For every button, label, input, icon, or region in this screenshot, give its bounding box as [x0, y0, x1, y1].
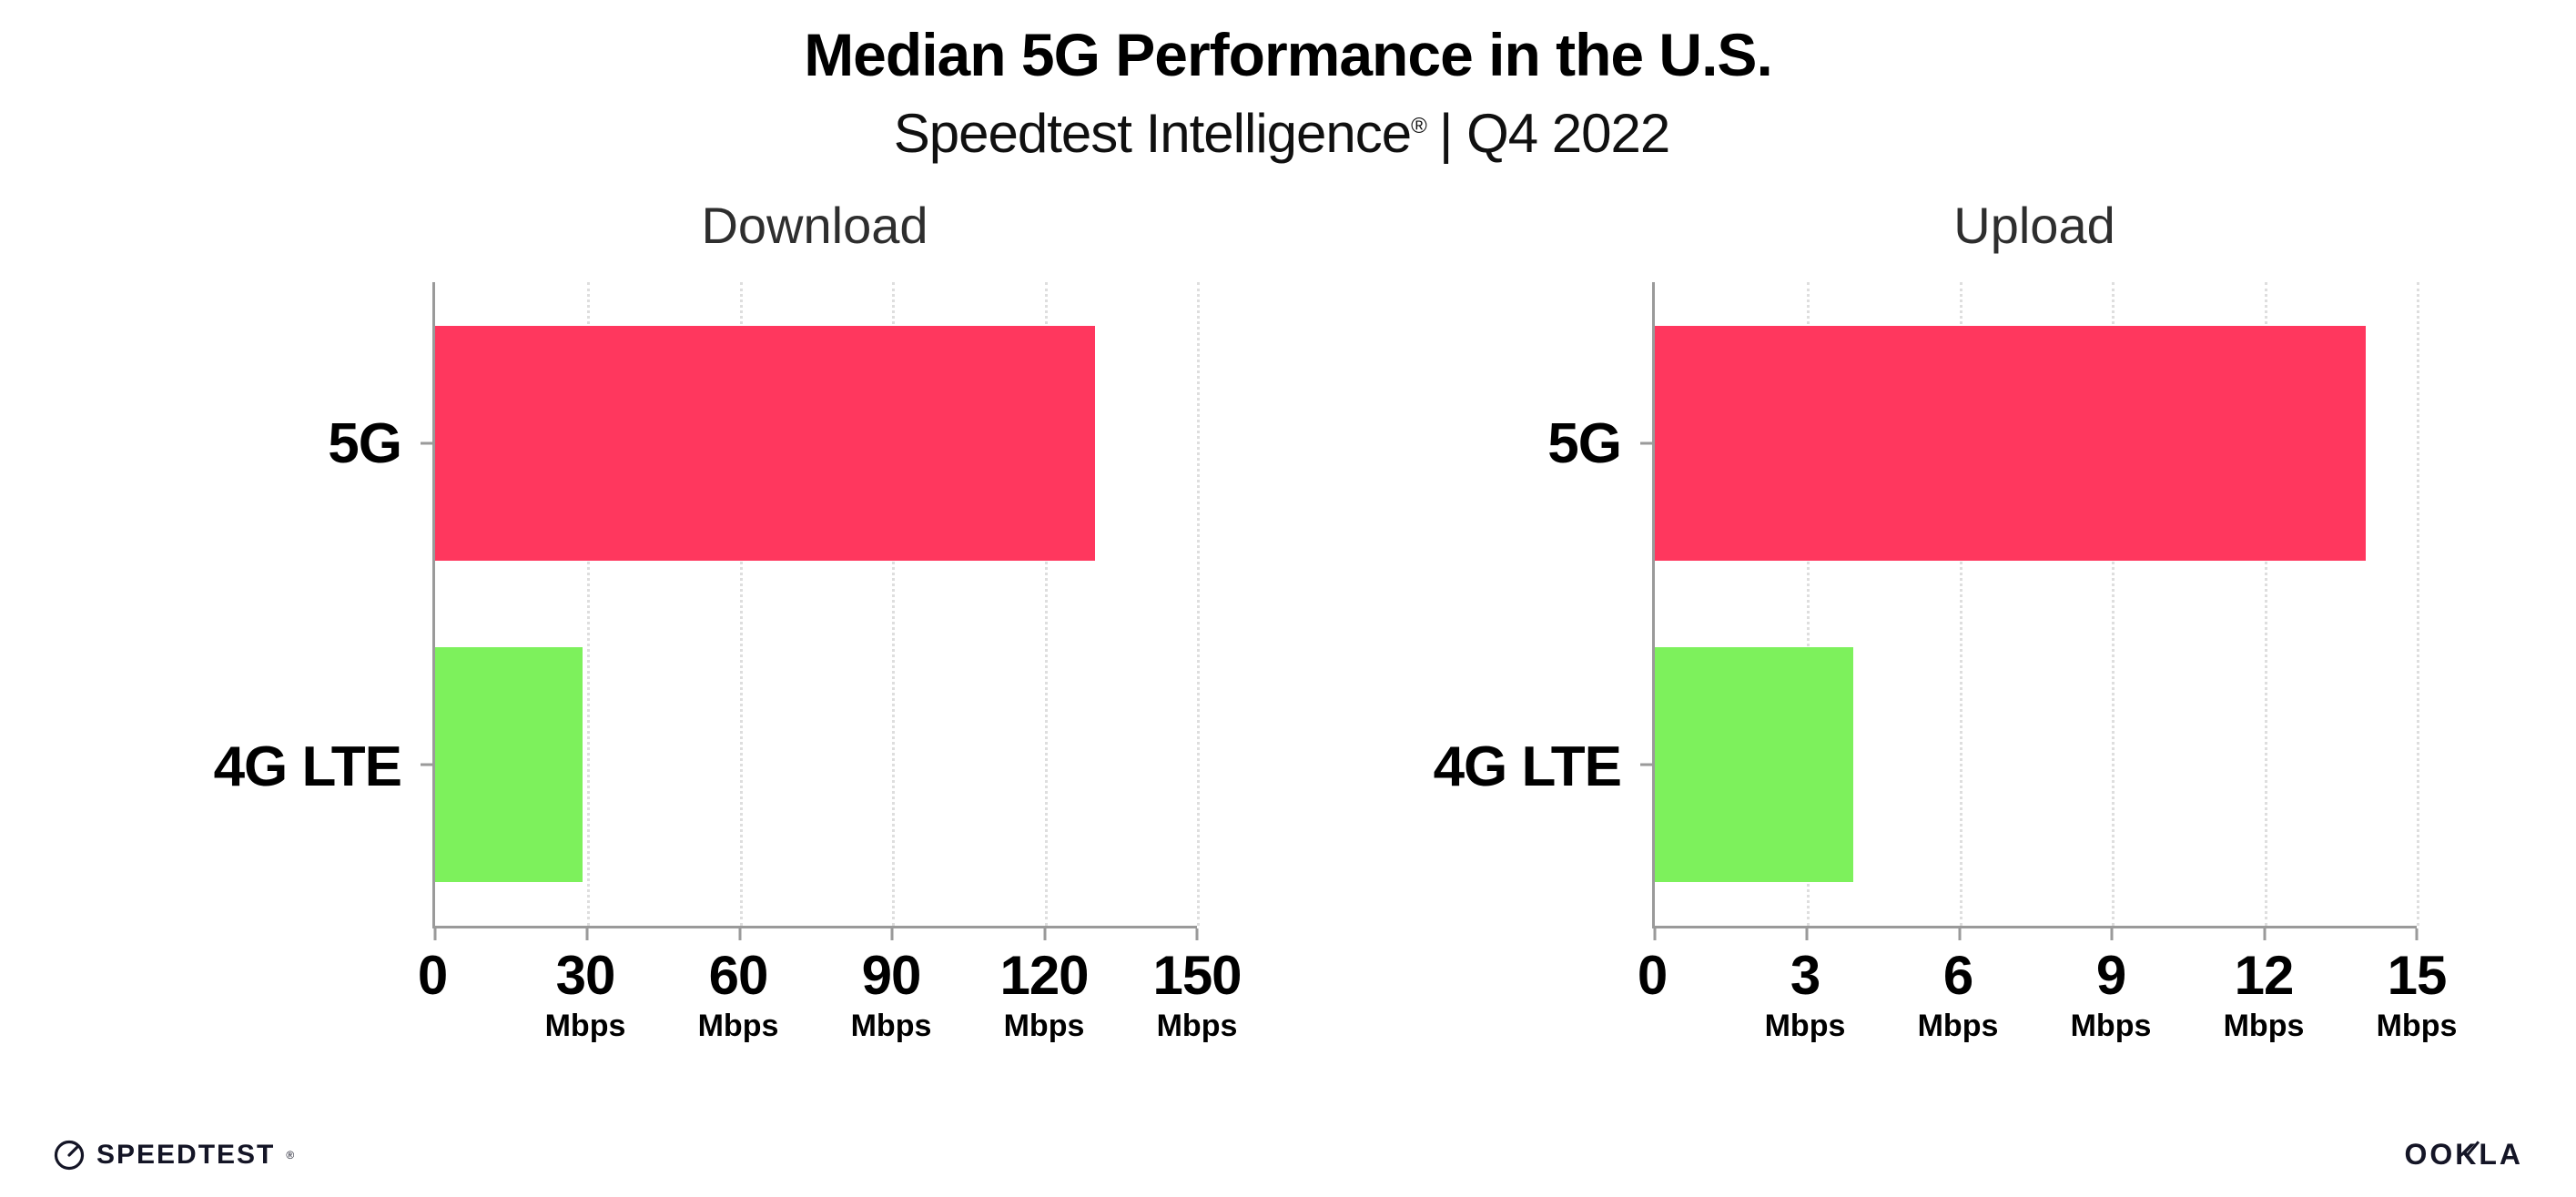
x-tick-label: 0 [1637, 945, 1668, 1006]
gridline [892, 282, 896, 926]
y-tick-mark [421, 763, 432, 766]
download-chart: Download 5G 4G LTE 0 30 Mbps 60 Mbps 90 Mbps 120… [159, 196, 1242, 1083]
x-tick-unit: Mbps [2376, 1009, 2458, 1043]
x-tick-value: 9 [2095, 945, 2126, 1006]
x-tick-value: 0 [1637, 945, 1668, 1006]
gridline [739, 282, 743, 926]
subtitle-product: Speedtest Intelligence [893, 103, 1412, 164]
ookla-logo: OOKLA [2404, 1138, 2523, 1172]
speedtest-logo: SPEEDTEST ® [53, 1139, 294, 1172]
x-tick-unit: Mbps [1764, 1009, 1846, 1043]
upload-chart: Upload 5G 4G LTE 0 3 Mbps 6 Mbps 9 Mbps 12 Mbps 15… [1379, 196, 2458, 1083]
x-tick-unit: Mbps [2070, 1009, 2152, 1043]
y-category-label: 5G [1547, 412, 1622, 475]
x-tick-mark [738, 928, 742, 940]
x-tick-unit: Mbps [1917, 1009, 1999, 1043]
y-category-label: 5G [328, 412, 402, 475]
upload-plot-area [1640, 282, 2419, 940]
y-category-label: 4G LTE [213, 735, 402, 798]
download-plot-area [421, 282, 1200, 940]
bar-5g [1655, 325, 2367, 561]
upload-chart-body: 5G 4G LTE [1379, 282, 2419, 940]
x-tick-label: 12 Mbps [2224, 948, 2305, 1044]
x-tick-value: 150 [1152, 945, 1242, 1006]
y-tick-mark [421, 441, 432, 445]
x-tick-value: 0 [417, 945, 448, 1006]
download-chart-body: 5G 4G LTE [159, 282, 1200, 940]
x-tick-label: 15 Mbps [2377, 948, 2458, 1044]
upload-y-axis-labels: 5G 4G LTE [1379, 282, 1652, 928]
ookla-wordmark: OOKLA [2404, 1138, 2523, 1171]
x-tick-mark [585, 928, 589, 940]
x-tick-value: 6 [1942, 945, 1973, 1006]
gridline [1959, 282, 1962, 926]
x-tick-mark [890, 928, 894, 940]
x-tick-unit: Mbps [544, 1009, 626, 1043]
x-tick-label: 6 Mbps [1918, 948, 1999, 1044]
subtitle-period: | Q4 2022 [1438, 103, 1670, 164]
x-tick-mark [2110, 928, 2114, 940]
x-tick-value: 120 [999, 945, 1089, 1006]
gridline [1044, 282, 1048, 926]
x-tick-unit: Mbps [1156, 1009, 1238, 1043]
x-tick-label: 90 Mbps [851, 948, 932, 1044]
download-x-axis: 0 30 Mbps 60 Mbps 90 Mbps 120 Mbps 150 Mbps [418, 928, 1242, 1083]
gridline [2417, 282, 2419, 926]
page-title: Median 5G Performance in the U.S. [804, 21, 1773, 88]
x-tick-value: 60 [708, 945, 769, 1006]
speedtest-wordmark: SPEEDTEST [96, 1139, 276, 1170]
chart-title-download: Download [701, 197, 928, 254]
gridline [2264, 282, 2267, 926]
gridline [2112, 282, 2115, 926]
footer: SPEEDTEST ® OOKLA [53, 1138, 2523, 1172]
x-tick-value: 12 [2234, 945, 2295, 1006]
bar-4g-lte [1655, 647, 1853, 883]
x-tick-label: 30 Mbps [545, 948, 626, 1044]
chart-title-upload: Upload [1953, 197, 2115, 254]
x-tick-value: 3 [1790, 945, 1820, 1006]
download-y-axis-labels: 5G 4G LTE [159, 282, 432, 928]
x-tick-label: 9 Mbps [2071, 948, 2152, 1044]
y-category-label: 4G LTE [1433, 735, 1622, 798]
gridline [1807, 282, 1810, 926]
upload-x-axis: 0 3 Mbps 6 Mbps 9 Mbps 12 Mbps 15 Mbps [1638, 928, 2458, 1083]
x-tick-value: 90 [861, 945, 922, 1006]
x-tick-mark [1653, 928, 1657, 940]
page-subtitle: Speedtest Intelligence® | Q4 2022 [0, 102, 2576, 165]
x-tick-mark [2263, 928, 2267, 940]
x-tick-unit: Mbps [1003, 1009, 1085, 1043]
charts-row: Download 5G 4G LTE 0 30 Mbps 60 Mbps 90 Mbps 120… [0, 196, 2576, 1083]
x-tick-label: 150 Mbps [1152, 945, 1242, 1044]
x-tick-mark [1958, 928, 1962, 940]
speedtest-gauge-icon [53, 1139, 86, 1172]
y-tick-mark [1640, 763, 1652, 766]
x-tick-value: 30 [555, 945, 616, 1006]
x-tick-label: 3 Mbps [1765, 948, 1846, 1044]
x-tick-mark [1805, 928, 1809, 940]
gridline [1197, 282, 1200, 926]
x-tick-unit: Mbps [2223, 1009, 2305, 1043]
gridline [587, 282, 591, 926]
x-tick-mark [1195, 928, 1199, 940]
x-tick-label: 0 [417, 945, 448, 1006]
x-tick-mark [2415, 928, 2419, 940]
x-tick-unit: Mbps [850, 1009, 932, 1043]
bar-4g-lte [435, 647, 583, 883]
speedtest-registered-mark: ® [286, 1148, 295, 1161]
x-tick-label: 120 Mbps [999, 945, 1089, 1044]
x-tick-value: 15 [2387, 945, 2448, 1006]
registered-mark: ® [1411, 114, 1427, 138]
y-tick-mark [1640, 441, 1652, 445]
x-tick-mark [433, 928, 437, 940]
x-tick-unit: Mbps [697, 1009, 779, 1043]
x-tick-label: 60 Mbps [698, 948, 779, 1044]
bar-5g [435, 325, 1096, 561]
header: Median 5G Performance in the U.S. Speedt… [0, 0, 2576, 165]
x-tick-mark [1043, 928, 1047, 940]
